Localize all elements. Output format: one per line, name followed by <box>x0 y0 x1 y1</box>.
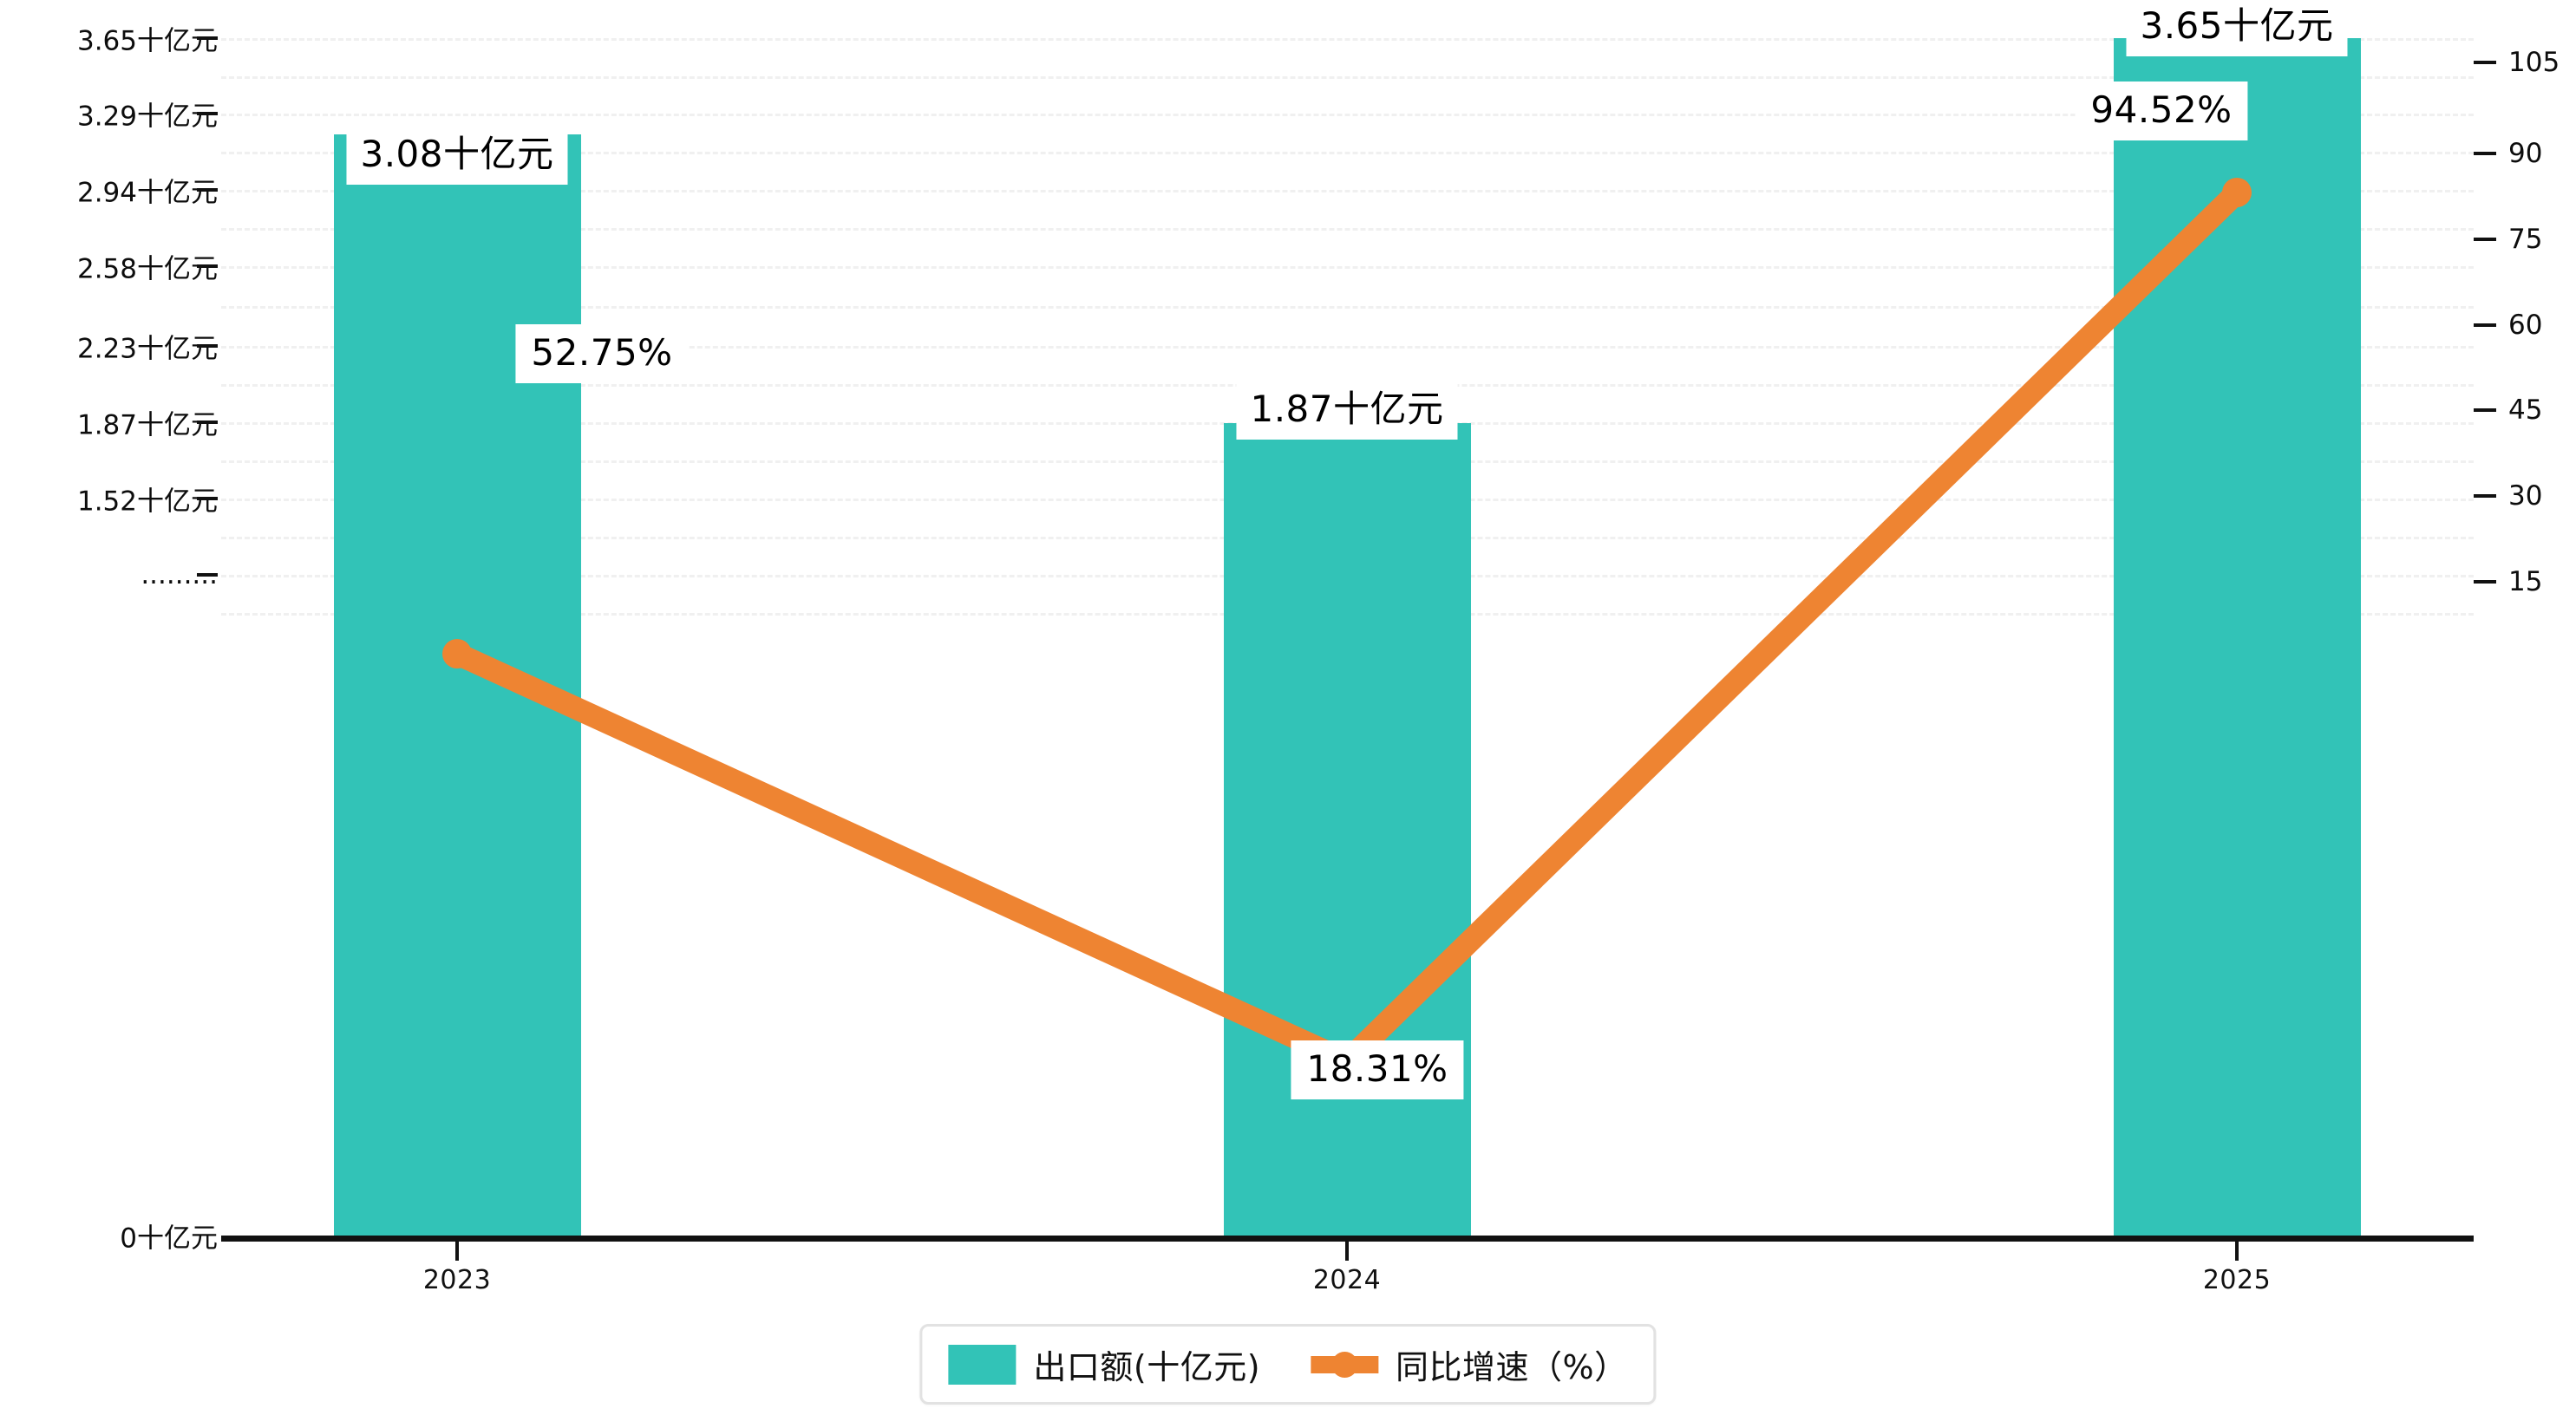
legend-label-growth-rate: 同比增速（%） <box>1396 1348 1628 1386</box>
growth-value-label-2024: 18.31% <box>1291 1040 1464 1099</box>
bar-2023[interactable] <box>334 134 581 1236</box>
chart-legend: 出口额(十亿元) 同比增速（%） <box>919 1324 1657 1405</box>
y-axis-left-tickmark <box>197 497 218 500</box>
x-axis-tick-label-2024: 2024 <box>1312 1265 1382 1295</box>
y-axis-right-tick-5: 30 <box>2508 480 2542 512</box>
y-axis-left-tickmark <box>197 36 218 40</box>
bar-value-label-2024: 1.87十亿元 <box>1236 382 1458 440</box>
growth-value-label-2025: 94.52% <box>2075 82 2248 140</box>
y-axis-left-tick-8: 0十亿元 <box>0 1216 221 1255</box>
y-axis-left-tick-label: 2.23十亿元 <box>76 333 218 365</box>
y-axis-left-tickmark <box>197 188 218 192</box>
y-axis-right-tickmark <box>2474 61 2496 64</box>
x-axis-tickmark-2025 <box>2235 1242 2239 1261</box>
bar-2025[interactable] <box>2114 38 2361 1236</box>
y-axis-right-tick-6: 15 <box>2508 566 2542 597</box>
bar-value-label-2025: 3.65十亿元 <box>2126 0 2348 56</box>
y-axis-left-tickmark <box>197 573 218 577</box>
y-axis-left-tick-1: 3.29十亿元 <box>0 95 221 134</box>
legend-item-growth-rate[interactable]: 同比增速（%） <box>1311 1340 1628 1388</box>
y-axis-right-tickmark <box>2474 580 2496 584</box>
y-axis-right-tick-2: 75 <box>2508 224 2542 255</box>
y-axis-left-tick-7: ......... <box>0 559 221 590</box>
y-axis-left-tick-5: 1.87十亿元 <box>0 403 221 442</box>
y-axis-right-tick-label: 105 <box>2508 47 2560 78</box>
legend-bar-swatch-icon <box>948 1344 1017 1385</box>
y-axis-right-tick-label: 45 <box>2508 395 2543 426</box>
legend-item-export-value[interactable]: 出口额(十亿元) <box>948 1340 1260 1388</box>
gridline <box>221 114 2474 116</box>
gridline <box>221 38 2474 41</box>
y-axis-right-tick-label: 30 <box>2508 480 2543 512</box>
y-axis-right-tick-1: 90 <box>2508 138 2542 169</box>
y-axis-right-tickmark <box>2474 408 2496 412</box>
x-axis-tick-label-2025: 2025 <box>2202 1265 2272 1295</box>
y-axis-left-tick-3: 2.58十亿元 <box>0 247 221 286</box>
y-axis-left-tick-4: 2.23十亿元 <box>0 327 221 366</box>
y-axis-left-tick-2: 2.94十亿元 <box>0 171 221 210</box>
legend-line-marker-icon <box>1311 1345 1378 1385</box>
y-axis-left-tick-label: 1.87十亿元 <box>76 409 218 441</box>
y-axis-left-tick-label: 3.29十亿元 <box>76 101 218 133</box>
x-axis-tick-label-2023: 2023 <box>422 1265 492 1295</box>
bar-value-label-2023: 3.08十亿元 <box>346 127 568 185</box>
y-axis-right-tickmark <box>2474 323 2496 327</box>
x-axis-tickmark-2024 <box>1345 1242 1349 1261</box>
y-axis-left-tickmark <box>197 344 218 348</box>
plot-area <box>221 0 2474 1236</box>
y-axis-left-tickmark <box>197 421 218 424</box>
y-axis-left-tick-0: 3.65十亿元 <box>0 19 221 58</box>
y-axis-right-tickmark <box>2474 494 2496 498</box>
bar-2024[interactable] <box>1224 423 1471 1236</box>
y-axis-left-tick-label: 1.52十亿元 <box>76 486 218 518</box>
y-axis-right-tick-label: 15 <box>2508 566 2543 597</box>
y-axis-left-tick-label: 2.58十亿元 <box>76 253 218 285</box>
y-axis-left-tick-label: 0十亿元 <box>120 1223 218 1255</box>
y-axis-left-tick-label: 2.94十亿元 <box>76 177 218 209</box>
y-axis-right-tick-label: 75 <box>2508 224 2543 255</box>
y-axis-left-tick-label: 3.65十亿元 <box>76 25 218 57</box>
y-axis-left-tickmark <box>197 112 218 115</box>
y-axis-right-tick-0: 105 <box>2508 47 2560 78</box>
y-axis-right-tick-3: 60 <box>2508 310 2542 341</box>
legend-label-export-value: 出口额(十亿元) <box>1033 1348 1261 1386</box>
gridline <box>221 76 2474 79</box>
x-axis-line <box>221 1236 2474 1242</box>
x-axis-tickmark-2023 <box>455 1242 459 1261</box>
y-axis-right-tick-label: 90 <box>2508 138 2543 169</box>
gridline <box>221 152 2474 154</box>
y-axis-right-tick-4: 45 <box>2508 395 2542 426</box>
growth-value-label-2023: 52.75% <box>515 324 689 383</box>
y-axis-right-tickmark <box>2474 152 2496 155</box>
y-axis-right-tickmark <box>2474 238 2496 241</box>
y-axis-left-tick-6: 1.52十亿元 <box>0 479 221 518</box>
y-axis-left-tickmark <box>197 264 218 268</box>
y-axis-right-tick-label: 60 <box>2508 310 2543 341</box>
